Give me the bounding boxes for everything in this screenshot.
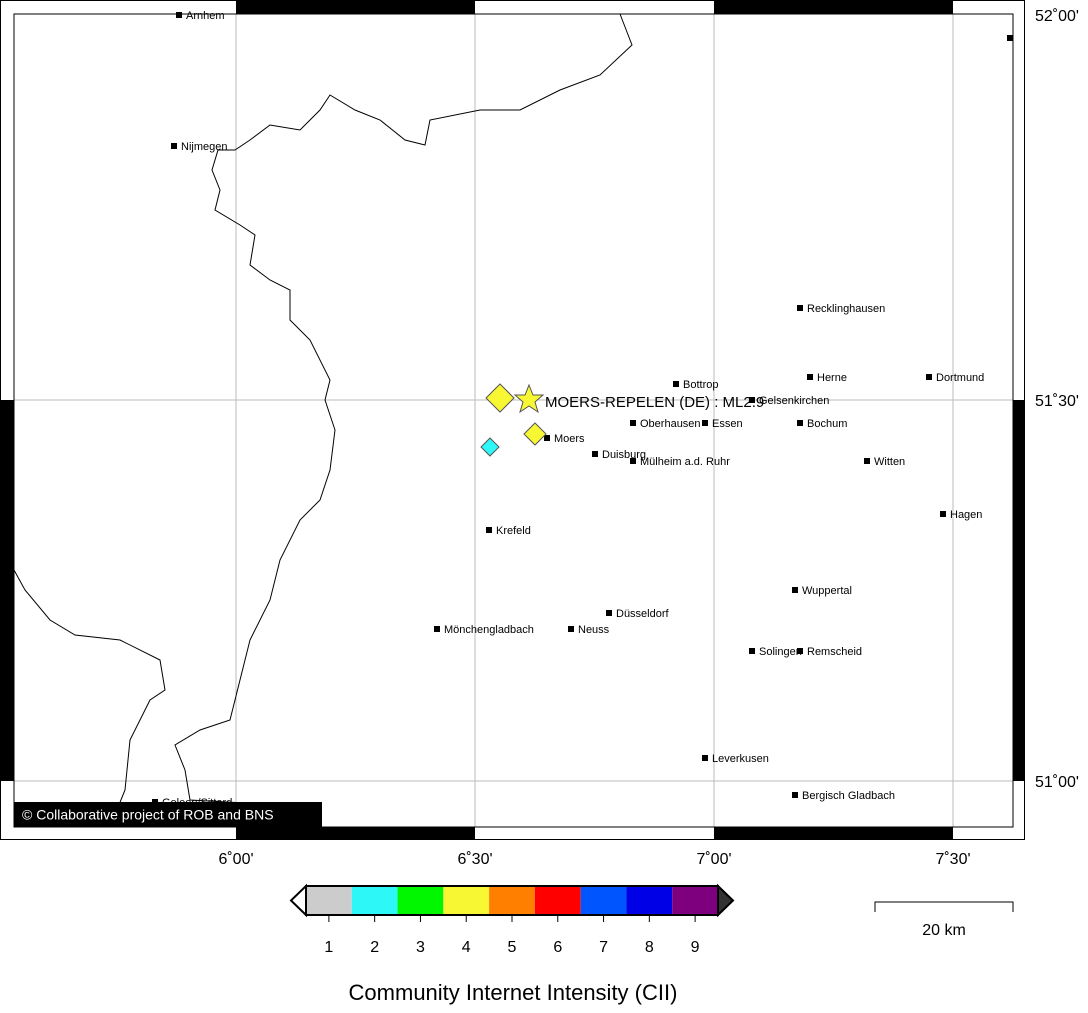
city-label: Nijmegen: [181, 141, 227, 153]
city-marker: [434, 626, 440, 632]
credit: © Collaborative project of ROB and BNS: [22, 807, 274, 823]
city-marker: [673, 381, 679, 387]
city-marker: [797, 648, 803, 654]
city-marker: [792, 792, 798, 798]
city-marker: [592, 451, 598, 457]
borders: [13, 13, 633, 828]
city-label: Mönchengladbach: [444, 624, 534, 636]
report-diamond: [485, 383, 515, 413]
city-marker: [749, 648, 755, 654]
legend-level: 1: [324, 939, 333, 956]
city-marker: [606, 610, 612, 616]
city-label: Leverkusen: [712, 753, 769, 765]
city-label: Recklinghausen: [807, 303, 885, 315]
lon-tick-label: 7˚00': [696, 851, 731, 868]
city-marker: [797, 305, 803, 311]
legend-level: 7: [599, 939, 608, 956]
legend-swatch: [397, 886, 444, 915]
epicenter-star: [513, 383, 545, 414]
lat-tick-label: 51˚00': [1035, 774, 1079, 791]
city-label: Essen: [712, 418, 743, 430]
city-label: Moers: [554, 433, 585, 445]
city-label: Bottrop: [683, 379, 718, 391]
city-label: Gelsenkirchen: [759, 395, 829, 407]
legend-swatch: [306, 886, 352, 915]
city-marker: [486, 527, 492, 533]
scale-label: 20 km: [922, 922, 966, 939]
city-label: Mülheim a.d. Ruhr: [640, 456, 730, 468]
legend-level: 8: [645, 939, 654, 956]
legend-swatch: [672, 886, 718, 915]
legend-swatch: [626, 886, 673, 915]
city-marker: [630, 420, 636, 426]
city-marker: [749, 397, 755, 403]
city-marker: [176, 12, 182, 18]
legend-level: 2: [370, 939, 379, 956]
lat-tick-label: 51˚30': [1035, 393, 1079, 410]
city-label: Witten: [874, 456, 905, 468]
credit-box: [14, 802, 322, 827]
legend: 1 2 3 4 5 6 7 8 9: [289, 883, 735, 956]
city-label: Solingen: [759, 646, 802, 658]
city-marker: [926, 374, 932, 380]
legend-title: Community Internet Intensity (CII): [349, 980, 678, 1005]
city-label: Oberhausen: [640, 418, 701, 430]
city-label: Wuppertal: [802, 585, 852, 597]
city-marker: [630, 458, 636, 464]
city-marker: [797, 420, 803, 426]
city-marker: [568, 626, 574, 632]
legend-swatch: [580, 886, 627, 915]
city-marker: [792, 587, 798, 593]
city-marker: [544, 435, 550, 441]
city-label: Bergisch Gladbach: [802, 790, 895, 802]
city-label: Düsseldorf: [616, 608, 670, 620]
legend-swatch: [489, 886, 535, 915]
report-diamond: [480, 437, 500, 457]
city-marker: [171, 143, 177, 149]
legend-level: 5: [508, 939, 517, 956]
lon-tick-label: 6˚00': [218, 851, 253, 868]
scale-bar: 20 km: [874, 901, 1014, 939]
city-marker: [864, 458, 870, 464]
legend-swatch: [443, 886, 490, 915]
city-label: Krefeld: [496, 525, 531, 537]
intensity-reports: [480, 383, 547, 457]
city-label: Herne: [817, 372, 847, 384]
lon-tick-label: 6˚30': [457, 851, 492, 868]
city-label: Arnhem: [186, 10, 225, 22]
legend-level: 6: [553, 939, 562, 956]
lat-tick-label: 52˚00': [1035, 8, 1079, 25]
lon-tick-label: 7˚30': [935, 851, 970, 868]
legend-level: 3: [416, 939, 425, 956]
city-marker: [1007, 35, 1013, 41]
city-marker: [940, 511, 946, 517]
city-label: Duisburg: [602, 449, 646, 461]
city-label: Remscheid: [807, 646, 862, 658]
city-label: Bochum: [807, 418, 847, 430]
city-marker: [807, 374, 813, 380]
legend-level: 4: [462, 939, 471, 956]
report-diamond: [523, 422, 547, 446]
legend-swatch: [534, 886, 581, 915]
frame: [0, 0, 1025, 840]
city-label: Hagen: [950, 509, 982, 521]
city-marker: [702, 755, 708, 761]
event-label: MOERS-REPELEN (DE) : ML2.9: [545, 394, 764, 411]
legend-swatch: [351, 886, 398, 915]
city-label: Neuss: [578, 624, 610, 636]
city-marker: [702, 420, 708, 426]
city-label: Dortmund: [936, 372, 984, 384]
legend-level: 9: [691, 939, 700, 956]
